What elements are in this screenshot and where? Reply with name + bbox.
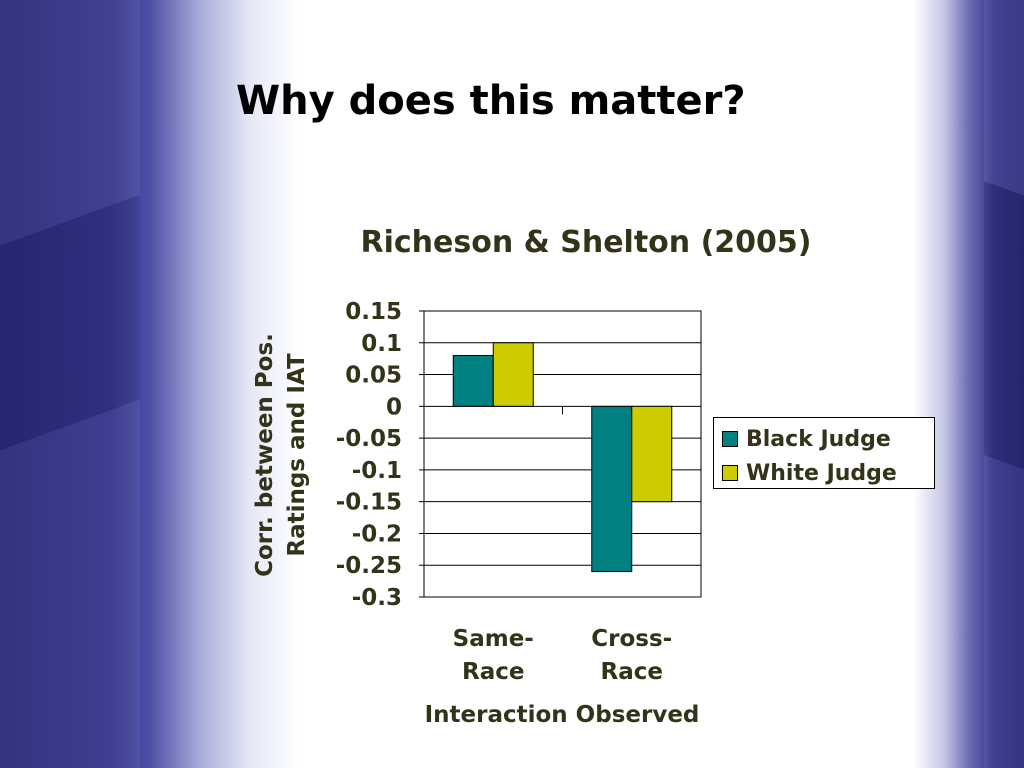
y-tick-label: -0.15	[336, 490, 402, 516]
x-tick-labels: Same- Race Cross- Race	[453, 626, 673, 685]
x-tick-label: Cross-	[591, 626, 672, 652]
chart-title: Richeson & Shelton (2005)	[360, 225, 811, 260]
legend-swatch-black-judge	[722, 431, 738, 447]
legend-swatch-white-judge	[722, 465, 738, 481]
bars	[452, 342, 673, 573]
background-left-panel	[0, 0, 300, 768]
y-tick-label: 0.1	[361, 331, 402, 357]
y-tick-label: -0.05	[336, 426, 402, 452]
plot-area-frame	[423, 310, 702, 598]
y-tick-label: -0.25	[336, 553, 402, 579]
legend: Black Judge White Judge	[713, 417, 935, 489]
y-tick-label: 0.15	[345, 299, 402, 325]
legend-item-white-judge: White Judge	[722, 460, 897, 486]
legend-label-black-judge: Black Judge	[746, 426, 891, 452]
x-axis-label: Interaction Observed	[425, 702, 700, 728]
bar-black-judge-cross-race	[591, 405, 633, 573]
x-tick-label: Same-	[453, 626, 534, 652]
y-tick-label: -0.1	[352, 458, 402, 484]
x-tick-label: Race	[462, 659, 524, 685]
y-axis-label-line: Corr. between Pos.	[252, 333, 278, 577]
y-tick-label: -0.3	[352, 585, 402, 611]
legend-label-white-judge: White Judge	[746, 460, 897, 486]
background-right-panel	[914, 0, 1024, 768]
y-tick-label: 0	[386, 394, 402, 420]
y-axis-label: Corr. between Pos. Ratings and IAT	[252, 333, 310, 577]
x-tick-label: Race	[601, 659, 663, 685]
legend-item-black-judge: Black Judge	[722, 426, 891, 452]
bar-black-judge-same-race	[452, 354, 494, 407]
y-tick-labels: 0.15 0.1 0.05 0 -0.05 -0.1 -0.15 -0.2 -0.25 -0.3	[336, 299, 402, 611]
y-axis-label-line: Ratings and IAT	[284, 353, 310, 557]
bar-white-judge-cross-race	[631, 405, 673, 503]
slide-title: Why does this matter?	[236, 78, 746, 124]
bar-white-judge-same-race	[492, 342, 534, 407]
y-tick-label: -0.2	[352, 521, 402, 547]
y-tick-label: 0.05	[345, 363, 402, 389]
